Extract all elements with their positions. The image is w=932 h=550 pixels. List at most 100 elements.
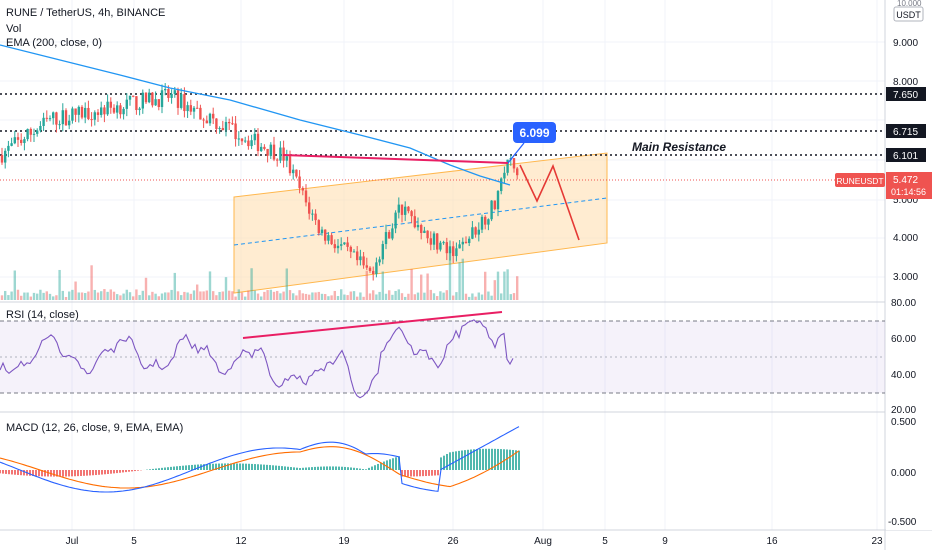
macd-signal-line[interactable] — [0, 446, 520, 489]
candle-body — [413, 216, 416, 228]
volume-bar — [0, 295, 4, 300]
candle-body — [487, 219, 490, 225]
ema-200-line[interactable] — [0, 44, 511, 186]
last-price-tag[interactable] — [886, 172, 932, 199]
volume-bar — [330, 295, 333, 300]
volume-bar — [368, 293, 372, 300]
time-axis[interactable]: Jul 5 12 19 26 Aug 5 9 16 23 — [66, 536, 883, 547]
macd-label[interactable]: MACD (12, 26, close, 9, EMA, EMA) — [6, 422, 183, 434]
candle-body — [266, 148, 269, 156]
macd-histogram-bar — [488, 448, 490, 470]
candle-body — [247, 140, 250, 147]
macd-histogram-bar — [167, 467, 169, 470]
callout-box[interactable] — [513, 122, 556, 143]
volume-bar — [106, 291, 109, 300]
currency-badge[interactable] — [893, 6, 924, 22]
candle-body — [410, 211, 413, 217]
level-tag-7650[interactable] — [886, 87, 926, 101]
volume-bar — [7, 295, 10, 300]
macd-histogram-bar — [173, 466, 175, 470]
candle-body — [269, 144, 272, 156]
volume-bar — [16, 289, 20, 300]
candle-body — [423, 230, 426, 233]
rsi-tick: 40.00 — [891, 370, 916, 381]
macd-histogram-bar — [89, 470, 91, 476]
macd-histogram-bar — [479, 448, 481, 470]
candle-body — [52, 112, 55, 119]
level-tag-6715[interactable] — [886, 124, 926, 138]
candle-body — [100, 107, 103, 115]
symbol-title[interactable]: RUNE / TetherUS, 4h, BINANCE — [6, 7, 165, 19]
volume-bar — [439, 291, 442, 300]
time-tick: 12 — [235, 536, 247, 547]
volume-bar — [20, 295, 23, 300]
candle-body — [292, 169, 295, 174]
volume-bar — [359, 292, 362, 300]
macd-histogram-bar — [41, 470, 43, 477]
volume-bar — [352, 291, 356, 300]
volume-bar — [100, 291, 103, 300]
candle-body — [183, 94, 186, 112]
candle-body — [378, 259, 381, 263]
volume-bar — [394, 290, 397, 300]
candle-body — [346, 242, 349, 247]
candle-body — [176, 90, 180, 108]
level-tag-6715-text: 6.715 — [893, 127, 918, 138]
ema-label[interactable]: EMA (200, close, 0) — [6, 37, 102, 49]
candle-body — [167, 89, 170, 98]
macd-histogram-bar — [500, 449, 502, 470]
macd-histogram-bar — [317, 466, 319, 470]
volume-bar — [372, 290, 375, 300]
candle-body — [436, 233, 439, 250]
price-channel[interactable] — [233, 152, 608, 294]
candle-body — [103, 107, 106, 115]
macd-histogram-bar — [275, 465, 277, 470]
candle-body — [311, 213, 314, 215]
candle-body — [516, 168, 519, 176]
candle-body — [29, 128, 32, 135]
candle-body — [432, 233, 436, 245]
candle-body — [375, 262, 378, 274]
volume-bar — [333, 290, 336, 300]
macd-histogram-bar — [212, 463, 214, 470]
ticker-badge[interactable] — [835, 173, 885, 187]
macd-histogram-bar — [5, 470, 7, 474]
volume-bar — [458, 262, 461, 300]
volume-bar — [375, 294, 378, 300]
volume-bar — [461, 258, 464, 300]
candle-body — [20, 139, 23, 144]
price-divergence-line[interactable] — [282, 154, 509, 164]
macd-histogram-bar — [272, 465, 274, 470]
candle-body — [199, 107, 202, 120]
volume-bar — [164, 292, 167, 300]
rsi-band — [0, 321, 885, 393]
macd-line[interactable] — [0, 426, 520, 493]
macd-histogram-bar — [506, 449, 508, 470]
candle-body — [426, 230, 429, 239]
rsi-label[interactable]: RSI (14, close) — [6, 309, 79, 321]
projection-arrow[interactable] — [519, 163, 580, 241]
macd-histogram-bar — [251, 463, 253, 470]
volume-bar — [141, 290, 144, 300]
macd-histogram-bar — [497, 448, 499, 470]
volume-bar — [404, 296, 407, 300]
level-tag-6101[interactable] — [886, 148, 926, 162]
macd-histogram-bar — [128, 470, 130, 472]
macd-histogram-bar — [80, 470, 82, 476]
macd-histogram-bar — [245, 463, 247, 470]
volume-bar — [413, 294, 416, 300]
rsi-line[interactable] — [0, 319, 514, 399]
rsi-divergence-line[interactable] — [242, 311, 503, 339]
macd-histogram-bar — [188, 465, 190, 470]
macd-histogram-bar — [281, 466, 283, 470]
candle-body — [39, 125, 42, 131]
candle-body — [228, 121, 231, 124]
macd-histogram-bar — [428, 470, 430, 476]
candle-body — [394, 212, 397, 229]
volume-bar — [429, 289, 432, 300]
macd-histogram-bar — [149, 469, 151, 470]
macd-histogram-bar — [59, 470, 61, 477]
vol-label[interactable]: Vol — [6, 23, 21, 35]
macd-histogram-bar — [47, 470, 49, 477]
